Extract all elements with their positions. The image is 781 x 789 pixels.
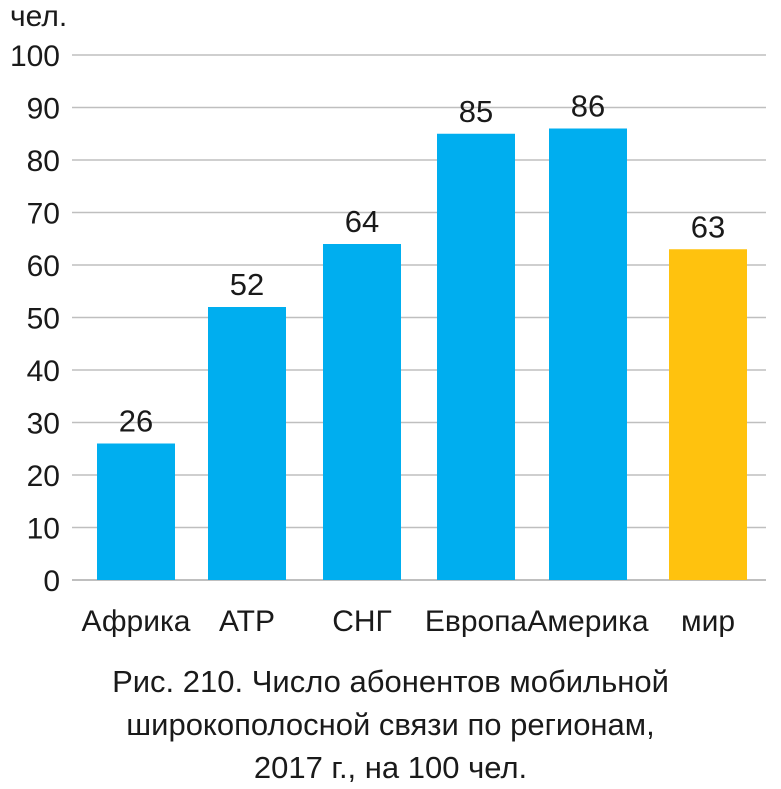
data-label: 64: [345, 204, 379, 239]
caption-line-2: широкополосной связи по регионам,: [126, 707, 655, 742]
bar: [549, 128, 627, 580]
data-labels: 26 52 64 85 86 63: [119, 89, 725, 439]
y-tick-label: 60: [27, 250, 60, 283]
figure-caption: Рис. 210. Число абонентов мобильной широ…: [0, 660, 781, 789]
y-tick-label: 30: [27, 408, 60, 441]
bar: [208, 307, 286, 580]
category-label: Европа: [425, 605, 528, 638]
y-tick-label: 40: [27, 355, 60, 388]
grid-lines: [72, 54, 766, 581]
data-label: 52: [230, 267, 264, 302]
y-tick-label: 20: [27, 460, 60, 493]
caption-line-1: Рис. 210. Число абонентов мобильной: [112, 664, 669, 699]
y-tick-label: 0: [43, 565, 60, 598]
data-label: 63: [691, 209, 725, 244]
bar-chart: 0 10 20 30 40 50 60 70 80 90 100 чел. 26 52 64 85 86 63…: [10, 0, 766, 638]
bar: [323, 244, 401, 580]
bar: [437, 133, 515, 580]
y-tick-label: 70: [27, 198, 60, 231]
bar: [97, 443, 175, 580]
y-tick-label: 10: [27, 513, 60, 546]
category-labels: Африка АТР СНГ Европа Америка мир: [82, 605, 736, 638]
category-label: АТР: [219, 605, 275, 638]
bar: [669, 249, 747, 580]
category-label: Америка: [527, 605, 649, 638]
category-label: Африка: [82, 605, 191, 638]
data-label: 26: [119, 404, 153, 439]
data-label: 85: [459, 94, 493, 129]
category-label: мир: [681, 605, 735, 638]
bars: [97, 128, 747, 580]
y-tick-label: 50: [27, 303, 60, 336]
y-tick-label: 90: [27, 93, 60, 126]
y-tick-label: 100: [10, 40, 60, 73]
y-tick-label: 80: [27, 145, 60, 178]
data-label: 86: [571, 89, 605, 124]
category-label: СНГ: [332, 605, 392, 638]
y-axis-ticks: 0 10 20 30 40 50 60 70 80 90 100: [10, 40, 60, 598]
caption-line-3: 2017 г., на 100 чел.: [253, 750, 528, 785]
y-axis-unit-label: чел.: [10, 0, 67, 33]
